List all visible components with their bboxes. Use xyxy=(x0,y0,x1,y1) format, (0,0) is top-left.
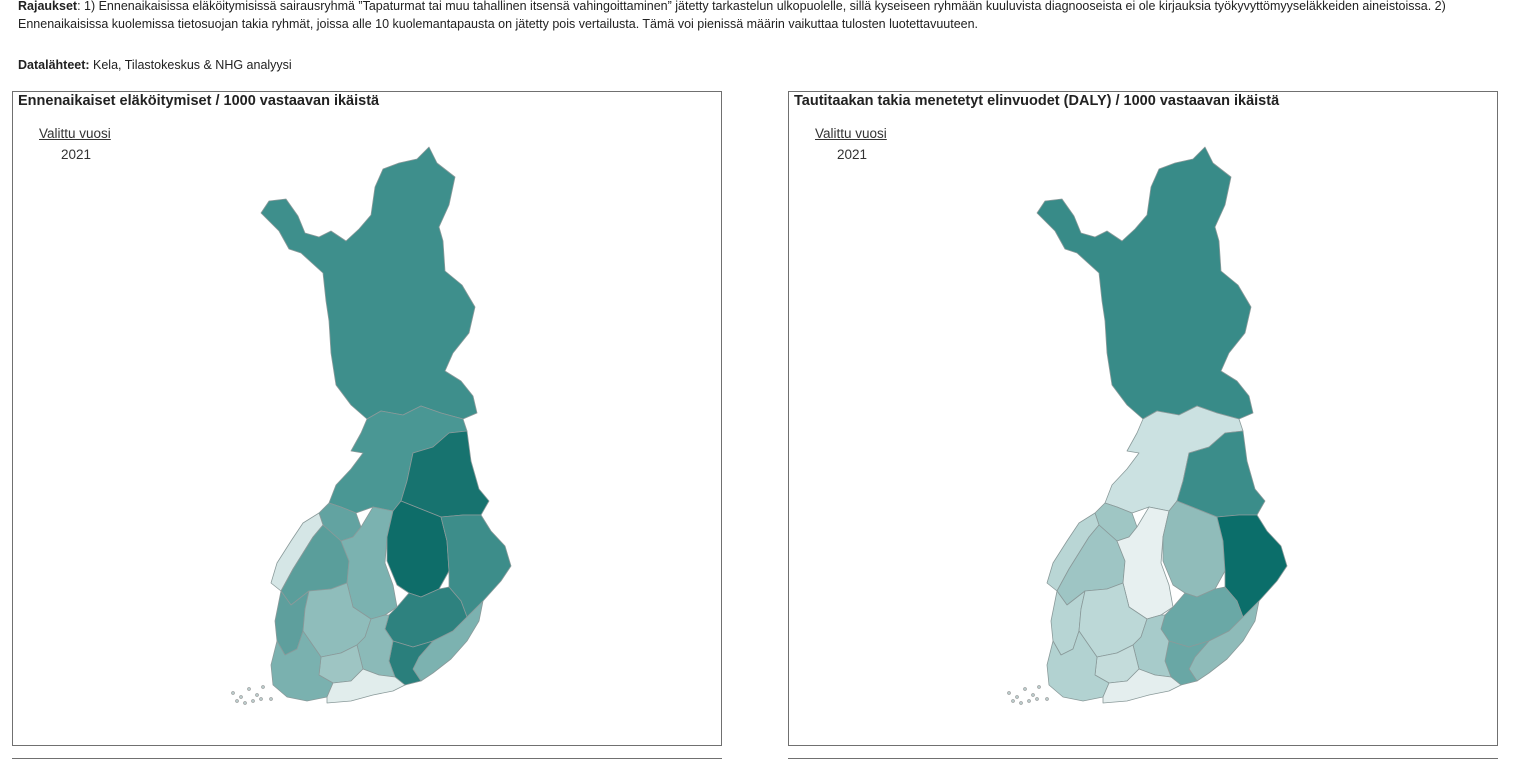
panel-title: Tautitaakan takia menetetyt elinvuodet (… xyxy=(794,93,1280,109)
archipelago-islet xyxy=(1031,693,1035,697)
archipelago-islet xyxy=(1023,687,1027,691)
archipelago-islet xyxy=(1035,697,1039,701)
restrictions-text: : 1) Ennenaikaisissa eläköitymisissä sai… xyxy=(18,0,1446,31)
restrictions-label: Rajaukset xyxy=(18,0,78,13)
data-sources: Datalähteet: Kela, Tilastokeskus & NHG a… xyxy=(18,58,292,72)
archipelago-islet xyxy=(235,699,239,703)
archipelago-islet xyxy=(1027,699,1031,703)
archipelago-islet xyxy=(231,691,235,695)
map-panel-early-retirements: Ennenaikaiset eläköitymiset / 1000 vasta… xyxy=(12,91,722,746)
divider-line xyxy=(12,758,722,759)
archipelago-islet xyxy=(1011,699,1015,703)
region-lapland[interactable] xyxy=(1036,146,1254,420)
year-selector-label[interactable]: Valittu vuosi xyxy=(815,126,887,141)
archipelago-islet xyxy=(251,699,255,703)
restrictions-note: Rajaukset: 1) Ennenaikaisissa eläköitymi… xyxy=(18,0,1498,33)
selected-year[interactable]: 2021 xyxy=(61,147,92,162)
finland-map-daly xyxy=(1007,146,1288,705)
archipelago-islet xyxy=(261,685,265,689)
region-south-karelia[interactable] xyxy=(1188,600,1260,682)
sources-text: Kela, Tilastokeskus & NHG analyysi xyxy=(89,58,292,72)
region-north-karelia[interactable] xyxy=(1216,514,1288,618)
archipelago-islet xyxy=(239,695,243,699)
region-south-karelia[interactable] xyxy=(412,600,484,682)
archipelago-islet xyxy=(1037,685,1041,689)
region-uusimaa[interactable] xyxy=(1102,668,1182,704)
archipelago-islet xyxy=(1019,701,1023,705)
archipelago-islet xyxy=(1007,691,1011,695)
region-lapland[interactable] xyxy=(260,146,478,420)
year-selector-label[interactable]: Valittu vuosi xyxy=(39,126,111,141)
archipelago-islet xyxy=(255,693,259,697)
panel-title: Ennenaikaiset eläköitymiset / 1000 vasta… xyxy=(18,93,380,109)
archipelago-islet xyxy=(259,697,263,701)
archipelago-islet xyxy=(1045,697,1049,701)
sources-label: Datalähteet: xyxy=(18,58,90,72)
archipelago-islet xyxy=(243,701,247,705)
archipelago-islet xyxy=(247,687,251,691)
divider-line xyxy=(788,758,1498,759)
region-uusimaa[interactable] xyxy=(326,668,406,704)
map-panel-daly: Tautitaakan takia menetetyt elinvuodet (… xyxy=(788,91,1498,746)
selected-year[interactable]: 2021 xyxy=(837,147,868,162)
region-north-karelia[interactable] xyxy=(440,514,512,618)
archipelago-islet xyxy=(269,697,273,701)
finland-map-early-retirements xyxy=(231,146,512,705)
archipelago-islet xyxy=(1015,695,1019,699)
